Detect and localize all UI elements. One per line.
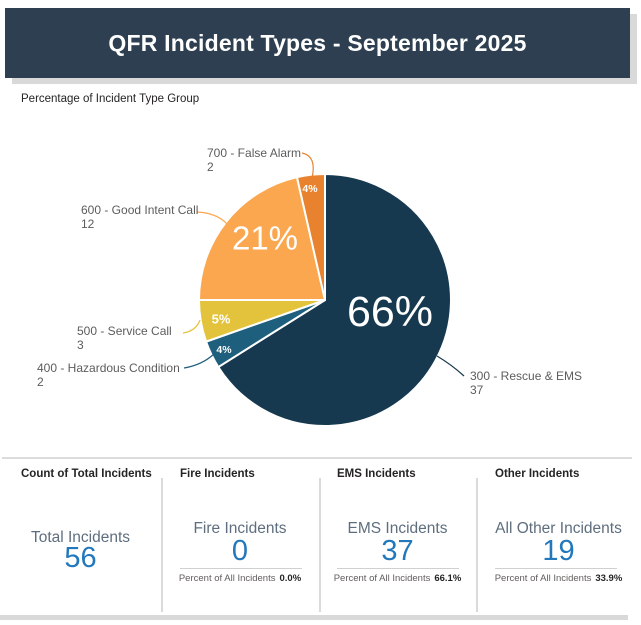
fire-incidents-label: Fire Incidents (193, 520, 287, 537)
pie-callout-line-500 (182, 319, 201, 334)
total-incidents-value: 56 (64, 542, 97, 574)
pie-percent-label-400: 4% (216, 344, 232, 356)
card-divider (319, 478, 321, 612)
card-divider (161, 478, 163, 612)
pie-percent-label-500: 5% (212, 312, 231, 327)
pie-callout-500: 500 - Service Call 3 (77, 324, 172, 352)
ems-percent-row: Percent of All Incidents 66.1% (319, 573, 476, 584)
callout-category: 300 - Rescue & EMS (470, 369, 583, 383)
ems-incidents-label: EMS Incidents (347, 520, 448, 537)
card-separator (495, 568, 617, 569)
pie-callout-line-600 (196, 211, 228, 225)
pie-callout-600: 600 - Good Intent Call 12 (81, 203, 198, 231)
cards-top-divider (2, 457, 632, 459)
ems-percent-label: Percent of All Incidents (333, 573, 431, 584)
pie-callout-line-400 (183, 353, 215, 369)
other-incidents-value: 19 (542, 535, 575, 567)
pie-callout-300: 300 - Rescue & EMS 37 (470, 369, 582, 397)
callout-category: 400 - Hazardous Condition (37, 361, 180, 375)
total-incidents-label: Total Incidents (30, 529, 131, 546)
callout-value: 37 (470, 383, 484, 397)
pie-percent-label-700: 4% (302, 183, 318, 195)
pie-percent-label-600: 21% (232, 220, 298, 257)
fire-incidents-value: 0 (231, 535, 249, 567)
card-header-ems-incidents: EMS Incidents (337, 468, 416, 480)
pie-callout-700: 700 - False Alarm 2 (207, 146, 301, 174)
callout-category: 600 - Good Intent Call (81, 203, 199, 217)
ems-percent-value: 66.1% (434, 573, 462, 584)
pie-callout-400: 400 - Hazardous Condition 2 (37, 361, 180, 389)
pie-slice-600[interactable] (198, 176, 326, 301)
fire-percent-value: 0.0% (279, 573, 302, 584)
card-separator (180, 568, 302, 569)
other-incidents-label: All Other Incidents (495, 520, 622, 537)
card-header-fire-incidents: Fire Incidents (180, 468, 255, 480)
ems-incidents-value: 37 (381, 535, 414, 567)
other-percent-value: 33.9% (595, 573, 623, 584)
pie-percent-label-300: 66% (347, 288, 433, 336)
pie-slice-300[interactable] (217, 173, 452, 427)
chart-title: Percentage of Incident Type Group (21, 93, 200, 105)
callout-category: 500 - Service Call (77, 324, 172, 338)
card-separator (337, 568, 459, 569)
page-title: QFR Incident Types - September 2025 (108, 29, 527, 56)
pie-callout-line-300 (436, 355, 465, 377)
callout-category: 700 - False Alarm (207, 146, 302, 160)
bottom-shadow-bar (0, 615, 628, 620)
other-percent-label: Percent of All Incidents (494, 573, 592, 584)
card-header-other-incidents: Other Incidents (495, 468, 580, 480)
pie-slice-700[interactable] (295, 173, 326, 301)
report-header-bar: QFR Incident Types - September 2025 (5, 8, 630, 78)
fire-percent-label: Percent of All Incidents (178, 573, 276, 584)
callout-value: 3 (77, 338, 84, 352)
other-percent-row: Percent of All Incidents 33.9% (476, 573, 641, 584)
callout-value: 12 (81, 217, 95, 231)
fire-percent-row: Percent of All Incidents 0.0% (161, 573, 319, 584)
callout-value: 2 (37, 375, 44, 389)
callout-value: 2 (207, 160, 214, 174)
card-divider (476, 478, 478, 612)
card-header-total-incidents: Count of Total Incidents (21, 468, 152, 480)
pie-callout-line-700 (301, 152, 314, 179)
